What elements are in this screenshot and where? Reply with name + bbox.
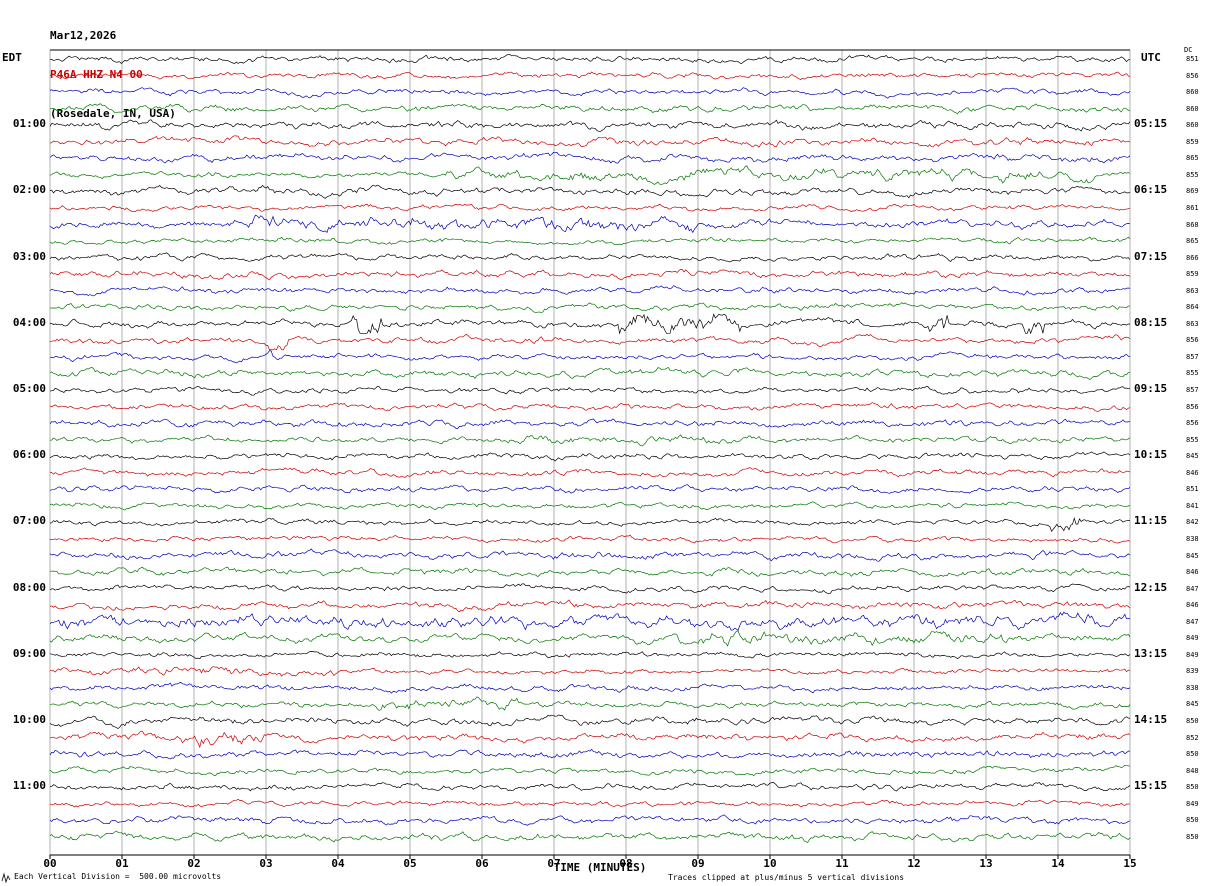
seismogram-trace (49, 71, 1131, 81)
x-axis-title: TIME (MINUTES) (553, 861, 647, 874)
seismogram-trace (49, 236, 1131, 246)
seismogram-trace (49, 402, 1131, 412)
seismogram-trace (49, 681, 1131, 694)
title-date: Mar12,2026 (50, 29, 117, 42)
footer-scale-note: Each Vertical Division = 500.00 microvol… (14, 872, 222, 881)
seismogram-trace (49, 696, 1131, 711)
seismogram-trace (49, 333, 1131, 351)
seismogram-trace (49, 302, 1131, 314)
seismogram-trace (49, 366, 1131, 381)
seismogram-trace (49, 611, 1131, 631)
seismogram-trace (49, 730, 1131, 749)
seismogram-trace (49, 214, 1131, 234)
seismogram-trace (49, 313, 1131, 335)
seismogram-trace (49, 151, 1131, 164)
seismogram-trace (49, 285, 1131, 297)
corner-squiggle-icon (1, 872, 11, 884)
seismogram-trace (49, 385, 1131, 396)
dc-header-label: DC (1184, 46, 1193, 54)
seismogram-trace (49, 630, 1131, 647)
seismogram-trace (49, 252, 1131, 263)
seismogram-trace (49, 566, 1131, 578)
seismogram-trace (49, 516, 1130, 533)
seismogram-trace (49, 484, 1131, 494)
seismogram-trace (49, 599, 1131, 613)
seismogram-trace (49, 119, 1131, 132)
footer-clip-note: Traces clipped at plus/minus 5 vertical … (668, 873, 905, 882)
seismogram-trace (49, 350, 1131, 364)
seismogram-trace (49, 798, 1131, 808)
seismogram-trace (49, 666, 1131, 677)
seismogram-trace (49, 583, 1131, 595)
seismogram-trace (49, 814, 1131, 826)
seismogram-trace (49, 764, 1131, 777)
seismogram-trace (49, 184, 1131, 199)
seismogram-trace (49, 87, 1131, 99)
seismogram-trace (49, 53, 1131, 65)
seismogram-trace (49, 165, 1131, 185)
seismogram-trace (50, 534, 1131, 544)
timezone-right-label: UTC (1141, 51, 1161, 64)
seismogram-trace (49, 434, 1131, 447)
seismogram-trace (49, 748, 1130, 760)
seismogram-trace (49, 268, 1131, 281)
seismogram-trace (49, 548, 1131, 562)
seismogram-trace (49, 781, 1131, 792)
seismogram-trace (49, 830, 1131, 843)
seismogram-trace (49, 103, 1131, 115)
seismogram-trace (49, 714, 1131, 730)
seismogram-trace (49, 467, 1131, 478)
plot-title: Mar12,2026 P46A HHZ N4 00 (Rosedale, IN,… (50, 3, 176, 146)
seismogram-trace (49, 203, 1131, 213)
seismogram-trace (49, 501, 1131, 511)
seismogram-trace (49, 451, 1131, 462)
seismogram-trace (49, 418, 1131, 430)
timezone-left-label: EDT (2, 51, 22, 64)
title-location: (Rosedale, IN, USA) (50, 107, 176, 120)
seismogram-trace (49, 651, 1131, 660)
seismogram-trace (49, 135, 1131, 148)
